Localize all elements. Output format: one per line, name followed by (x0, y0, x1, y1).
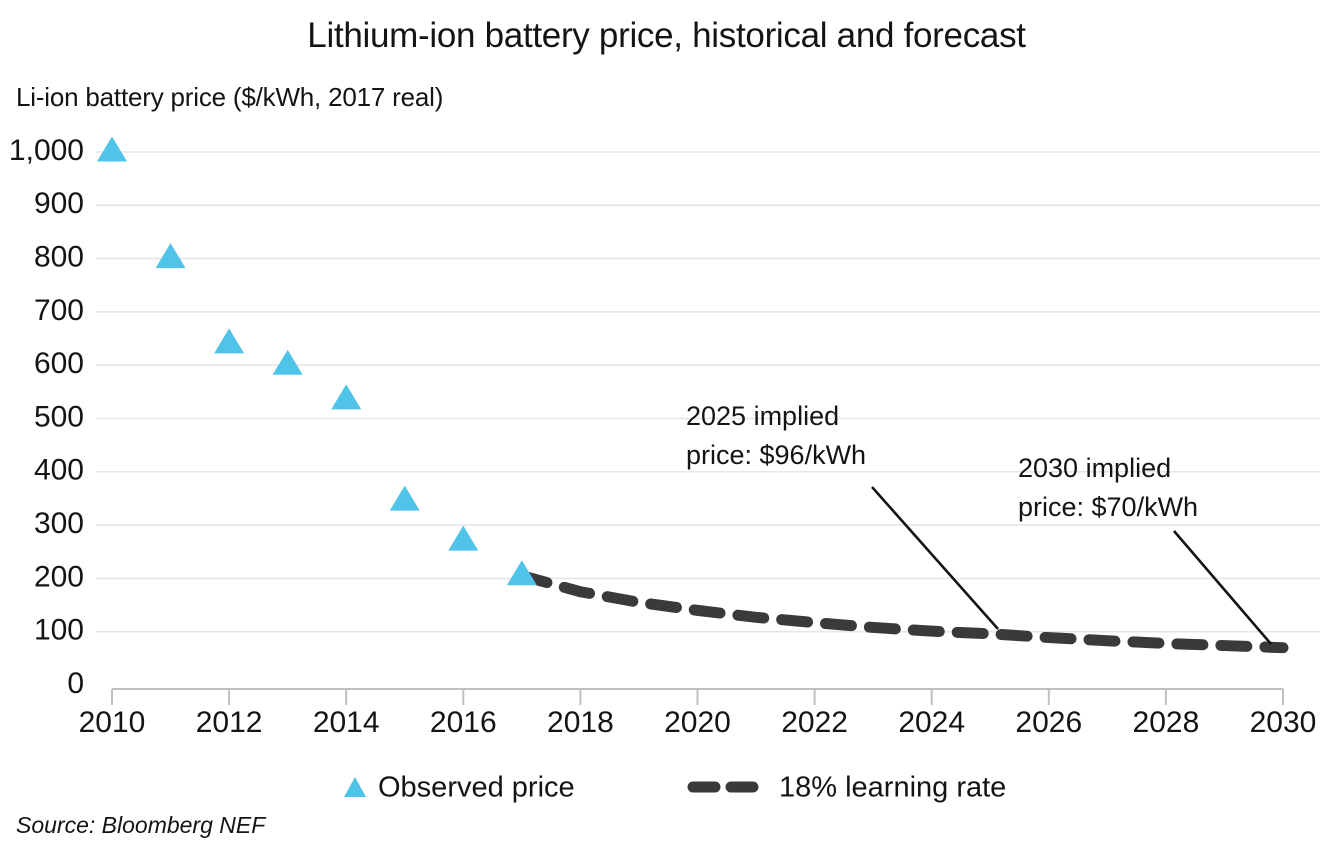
x-axis-tick-label: 2010 (79, 706, 146, 739)
chart-legend: Observed price 18% learning rate (344, 772, 1006, 804)
x-axis-tick-label: 2022 (781, 706, 848, 739)
gridlines (96, 151, 1320, 633)
annotation-2025-line2: price: $96/kWh (686, 440, 866, 470)
y-axis-tick-label: 100 (34, 614, 84, 647)
observed-price-marker (448, 525, 479, 551)
x-axis-tick-label: 2026 (1015, 706, 1082, 739)
y-axis-tick-label: 700 (34, 294, 84, 327)
annotation-2030-line1: 2030 implied (1018, 453, 1171, 483)
x-axis-tick-label: 2012 (196, 706, 263, 739)
x-axis-tick-label: 2020 (664, 706, 731, 739)
x-axis-tick-label: 2014 (313, 706, 380, 739)
y-axis-tick-label: 800 (34, 241, 84, 274)
x-axis-tick-label: 2016 (430, 706, 497, 739)
y-axis-tick-label: 900 (34, 187, 84, 220)
chart-title: Lithium-ion battery price, historical an… (307, 16, 1026, 55)
annotation-2025-leader-line (871, 486, 999, 630)
observed-price-marker (214, 328, 245, 354)
x-axis-tick-label: 2028 (1133, 706, 1200, 739)
observed-price-marker (506, 560, 537, 586)
y-axis-tick-label: 500 (34, 400, 84, 433)
observed-price-marker (389, 485, 420, 511)
annotation-2030-leader-line (1173, 530, 1272, 645)
y-axis-tick-label: 600 (34, 347, 84, 380)
x-axis-tick-label: 2030 (1250, 706, 1317, 739)
y-axis-tick-label: 1,000 (9, 134, 84, 167)
chart-annotations: 2025 implied price: $96/kWh 2030 implied pr… (686, 401, 1272, 645)
y-axis-tick-label: 400 (34, 454, 84, 487)
y-axis-tick-label: 200 (34, 560, 84, 593)
observed-series-markers (97, 136, 537, 586)
annotation-2025-line1: 2025 implied (686, 401, 839, 431)
x-axis-tick-label: 2018 (547, 706, 614, 739)
y-axis-tick-labels: 0 100 200 300 400 500 600 700 800 900 1,000 (9, 134, 84, 700)
legend-label-learning-rate: 18% learning rate (779, 772, 1006, 804)
observed-price-marker (331, 384, 362, 410)
observed-price-marker (272, 349, 303, 375)
legend-label-observed-price: Observed price (378, 772, 575, 804)
y-axis-tick-label: 300 (34, 507, 84, 540)
annotation-2030-line2: price: $70/kWh (1018, 492, 1198, 522)
x-axis: 2010 2012 2014 2016 2018 2020 2022 2024 2026 2028… (79, 688, 1317, 739)
forecast-dashed-line (516, 570, 1289, 654)
legend-marker-observed-price (344, 777, 366, 797)
y-axis-unit-label: Li-ion battery price ($/kWh, 2017 real) (16, 82, 444, 112)
x-axis-tick-label: 2024 (898, 706, 965, 739)
forecast-series-line (516, 570, 1289, 654)
source-note: Source: Bloomberg NEF (16, 812, 266, 838)
y-axis-tick-label: 0 (67, 667, 84, 700)
observed-price-marker (97, 136, 127, 162)
observed-price-marker (155, 243, 186, 269)
